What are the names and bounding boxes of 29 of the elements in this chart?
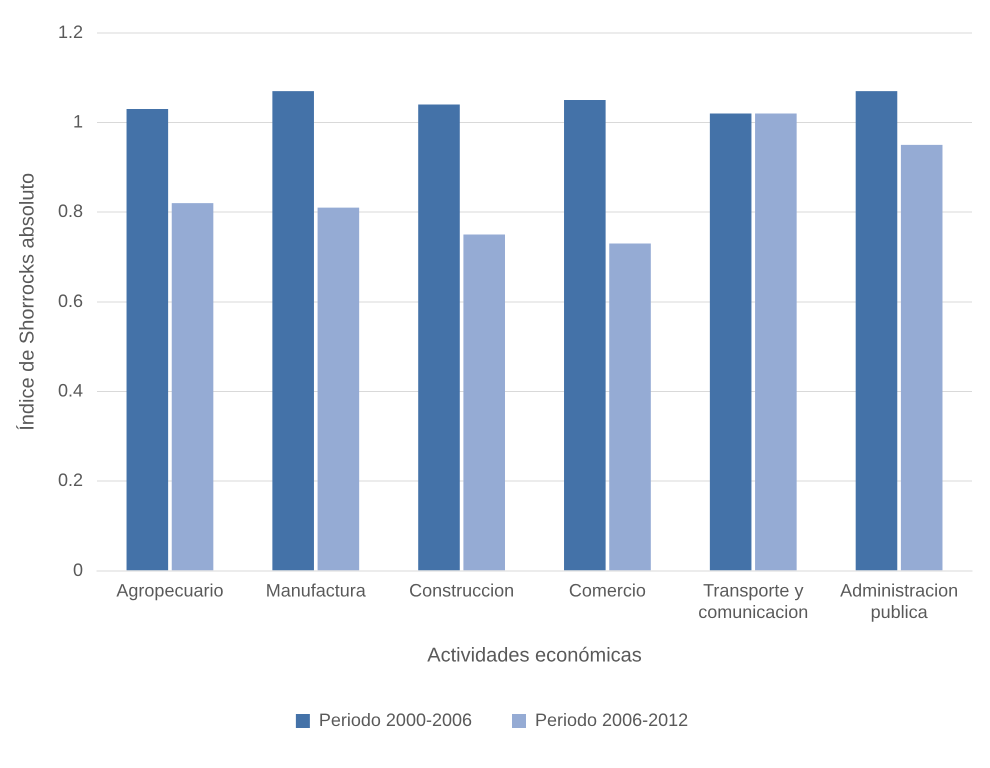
y-tick-label: 0 <box>73 560 84 580</box>
bar <box>900 144 942 570</box>
y-tick-label: 0.4 <box>58 380 84 400</box>
bar <box>755 114 797 570</box>
x-tick-label: Agropecuario <box>116 580 224 601</box>
x-tick-label: Manufactura <box>266 580 367 601</box>
bar <box>418 104 460 570</box>
y-tick-label: 0.6 <box>58 290 84 311</box>
bar <box>856 91 898 570</box>
y-tick-label: 1.2 <box>58 22 84 42</box>
x-tick-label: Administracion publica <box>840 580 958 622</box>
bar <box>463 234 505 570</box>
x-axis-title: Actividades económicas <box>427 644 642 667</box>
legend-label: Periodo 2000-2006 <box>318 710 472 730</box>
y-tick-label: 0.8 <box>58 201 84 222</box>
bar <box>172 203 214 570</box>
y-axis-title: Índice de Shorrocks absoluto <box>16 172 39 431</box>
bar <box>564 100 606 570</box>
bar <box>126 109 168 570</box>
legend-label: Periodo 2006-2012 <box>535 710 688 730</box>
bar <box>609 244 651 570</box>
y-tick-label: 0.2 <box>58 470 84 490</box>
bar <box>710 114 752 570</box>
bar <box>272 91 314 570</box>
x-tick-label: Transporte y comunicacion <box>698 580 808 622</box>
x-tick-label: Comercio <box>568 580 646 601</box>
y-tick-label: 1 <box>73 111 84 132</box>
x-tick-label: Construccion <box>409 580 514 601</box>
bar <box>318 208 360 570</box>
